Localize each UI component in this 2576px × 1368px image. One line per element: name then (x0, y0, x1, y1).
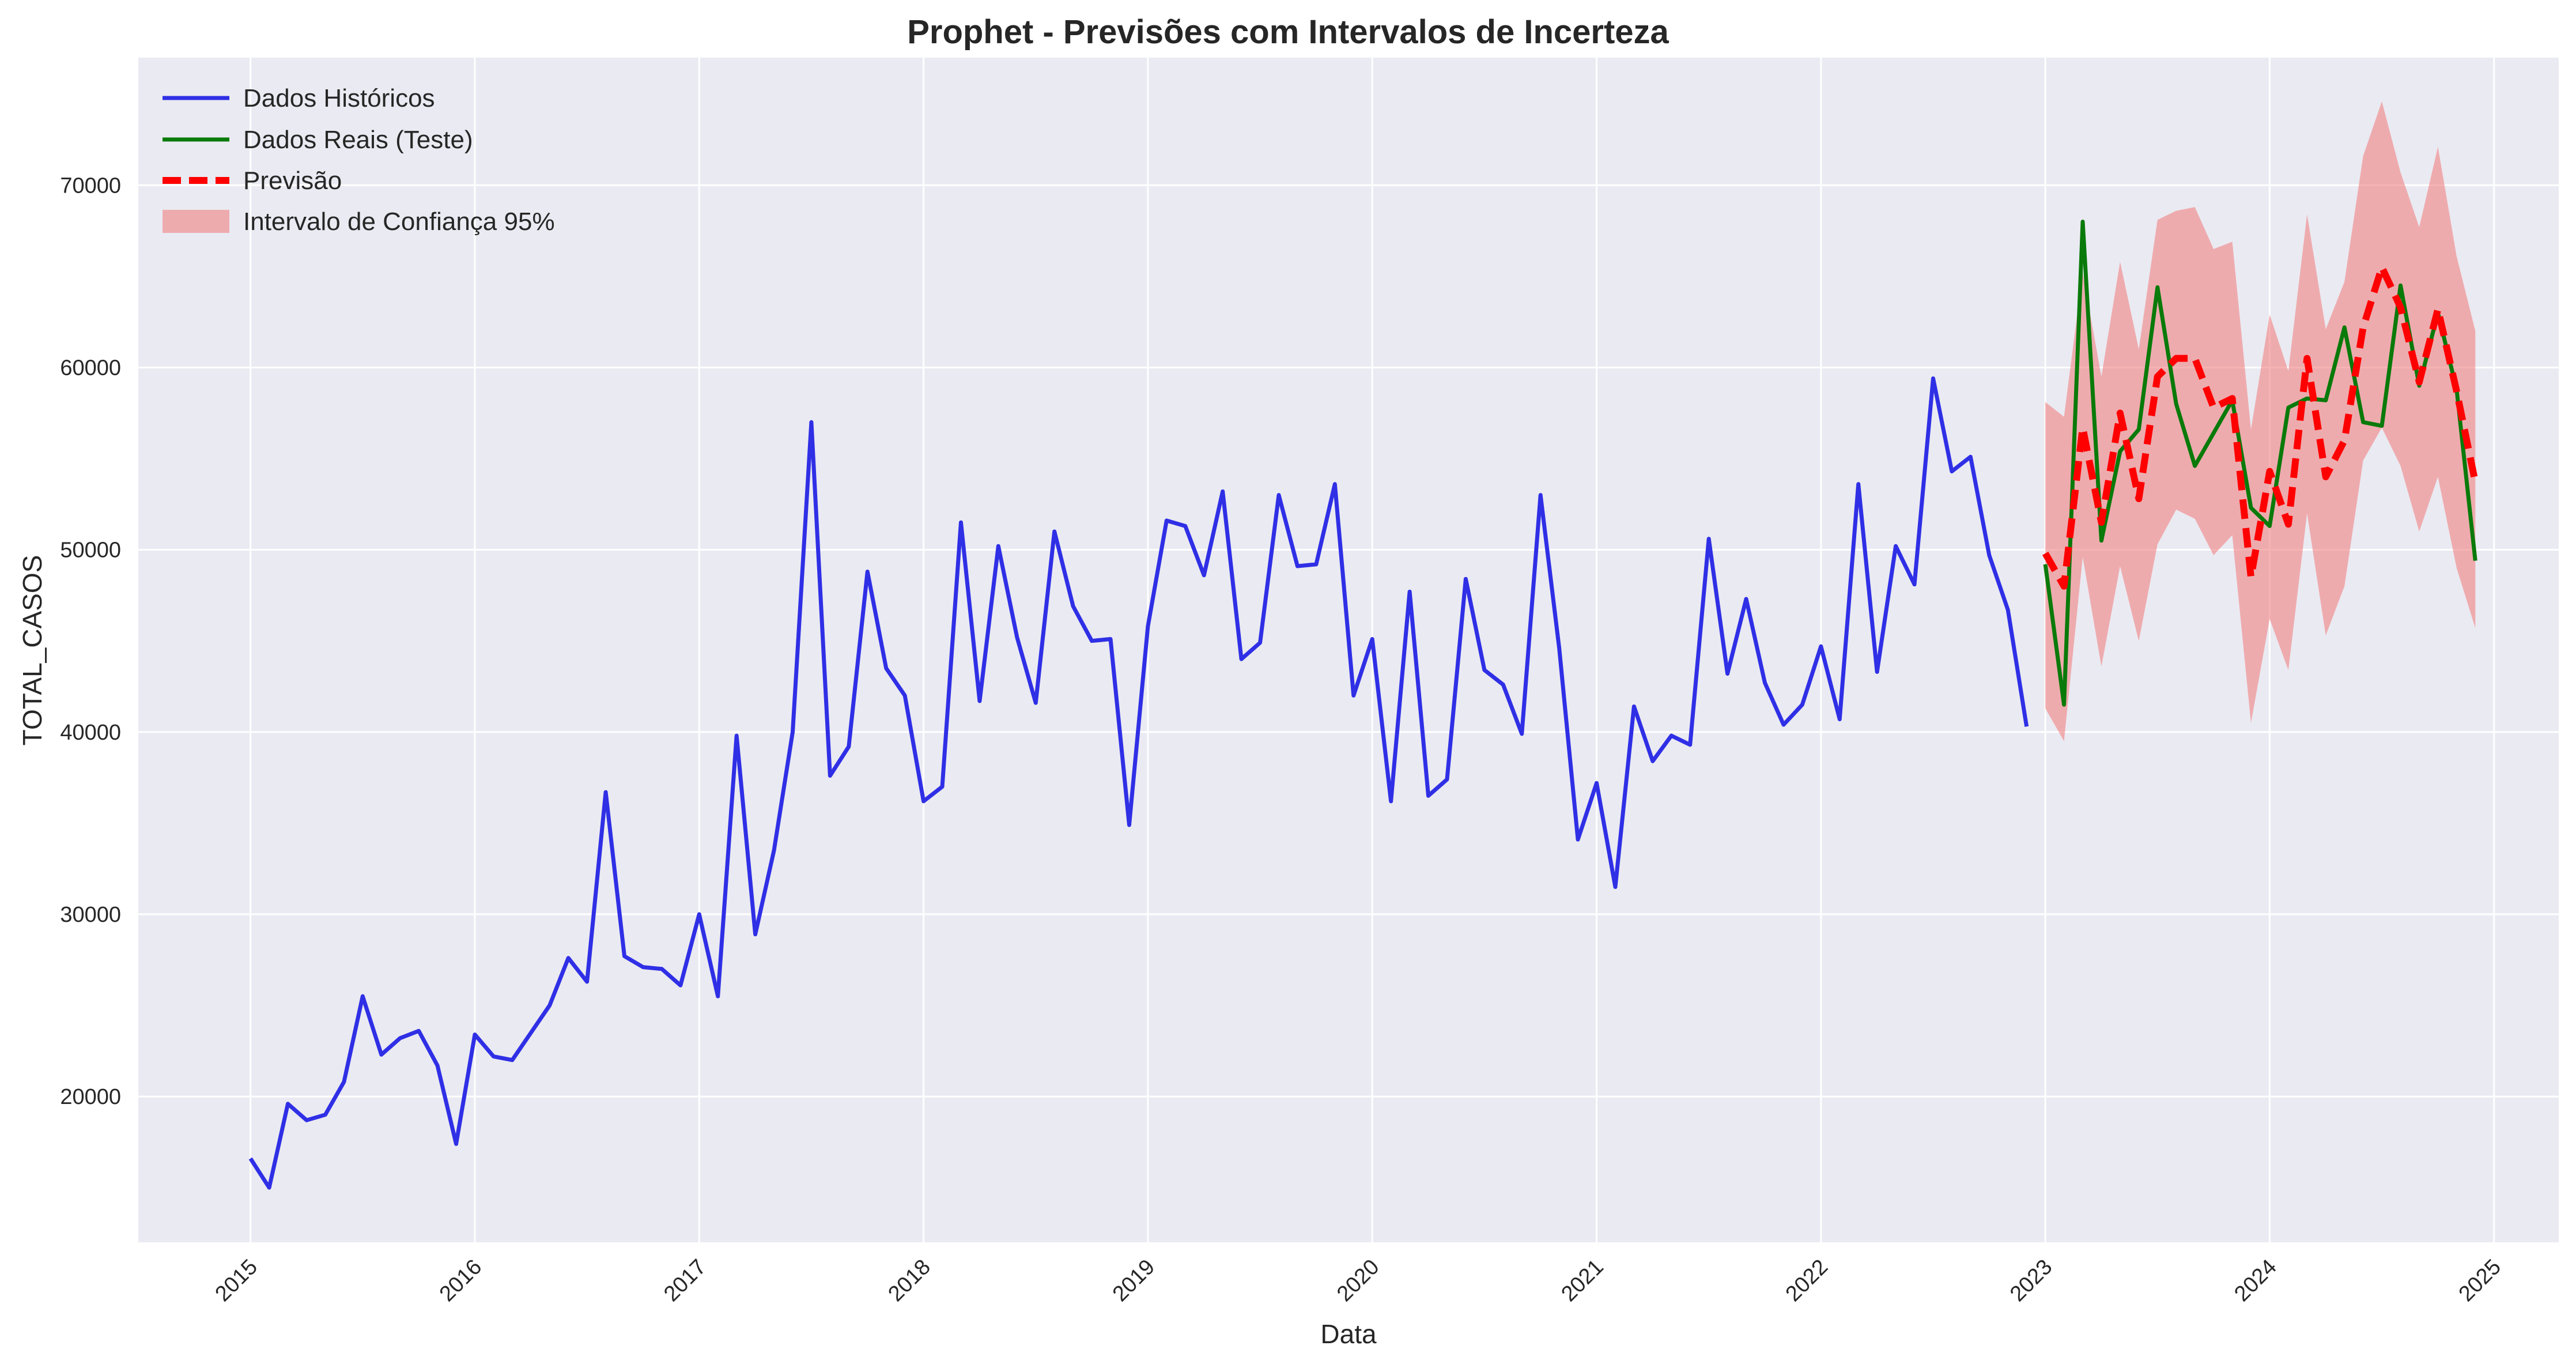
legend-label-actual: Dados Reais (Teste) (243, 126, 473, 154)
series-line-actual (2043, 220, 2477, 707)
x-tick-label: 2024 (2230, 1255, 2281, 1306)
x-tick-label: 2018 (883, 1255, 935, 1306)
x-axis-label: Data (1320, 1319, 1377, 1349)
legend-label-interval: Intervalo de Confiança 95% (243, 208, 555, 236)
chart-title: Prophet - Previsões com Intervalos de In… (907, 13, 1669, 51)
legend-label-historical: Dados Históricos (243, 84, 435, 112)
x-tick-label: 2021 (1557, 1255, 1608, 1306)
x-tick-label: 2025 (2454, 1255, 2506, 1306)
x-tick-label: 2019 (1108, 1255, 1159, 1306)
series-layer (248, 220, 2479, 1190)
y-tick-label: 20000 (60, 1085, 121, 1109)
x-tick-label: 2023 (2005, 1255, 2057, 1306)
y-tick-label: 50000 (60, 538, 121, 563)
y-tick-label: 60000 (60, 356, 121, 380)
legend-label-forecast: Previsão (243, 167, 342, 195)
x-tick-label: 2017 (659, 1255, 711, 1306)
y-tick-label: 70000 (60, 174, 121, 198)
x-axis-ticks: 2015 2016 2017 2018 2019 2020 2021 2022 2023 2024… (211, 1255, 2506, 1306)
y-axis-ticks: 20000 30000 40000 50000 60000 70000 (60, 174, 121, 1109)
y-tick-label: 30000 (60, 903, 121, 927)
legend-swatch-interval (163, 210, 229, 233)
interval-band-layer (2045, 101, 2476, 741)
series-line-historical (248, 376, 2029, 1190)
x-tick-label: 2020 (1332, 1255, 1384, 1306)
y-axis-label: TOTAL_CASOS (17, 555, 47, 746)
confidence-interval-band (2045, 101, 2476, 741)
series-line-forecast (2042, 263, 2479, 590)
x-tick-label: 2016 (435, 1255, 486, 1306)
legend: Dados Históricos Dados Reais (Teste) Pre… (163, 84, 555, 236)
x-tick-label: 2015 (211, 1255, 262, 1306)
y-tick-label: 40000 (60, 721, 121, 745)
x-tick-label: 2022 (1781, 1255, 1833, 1306)
